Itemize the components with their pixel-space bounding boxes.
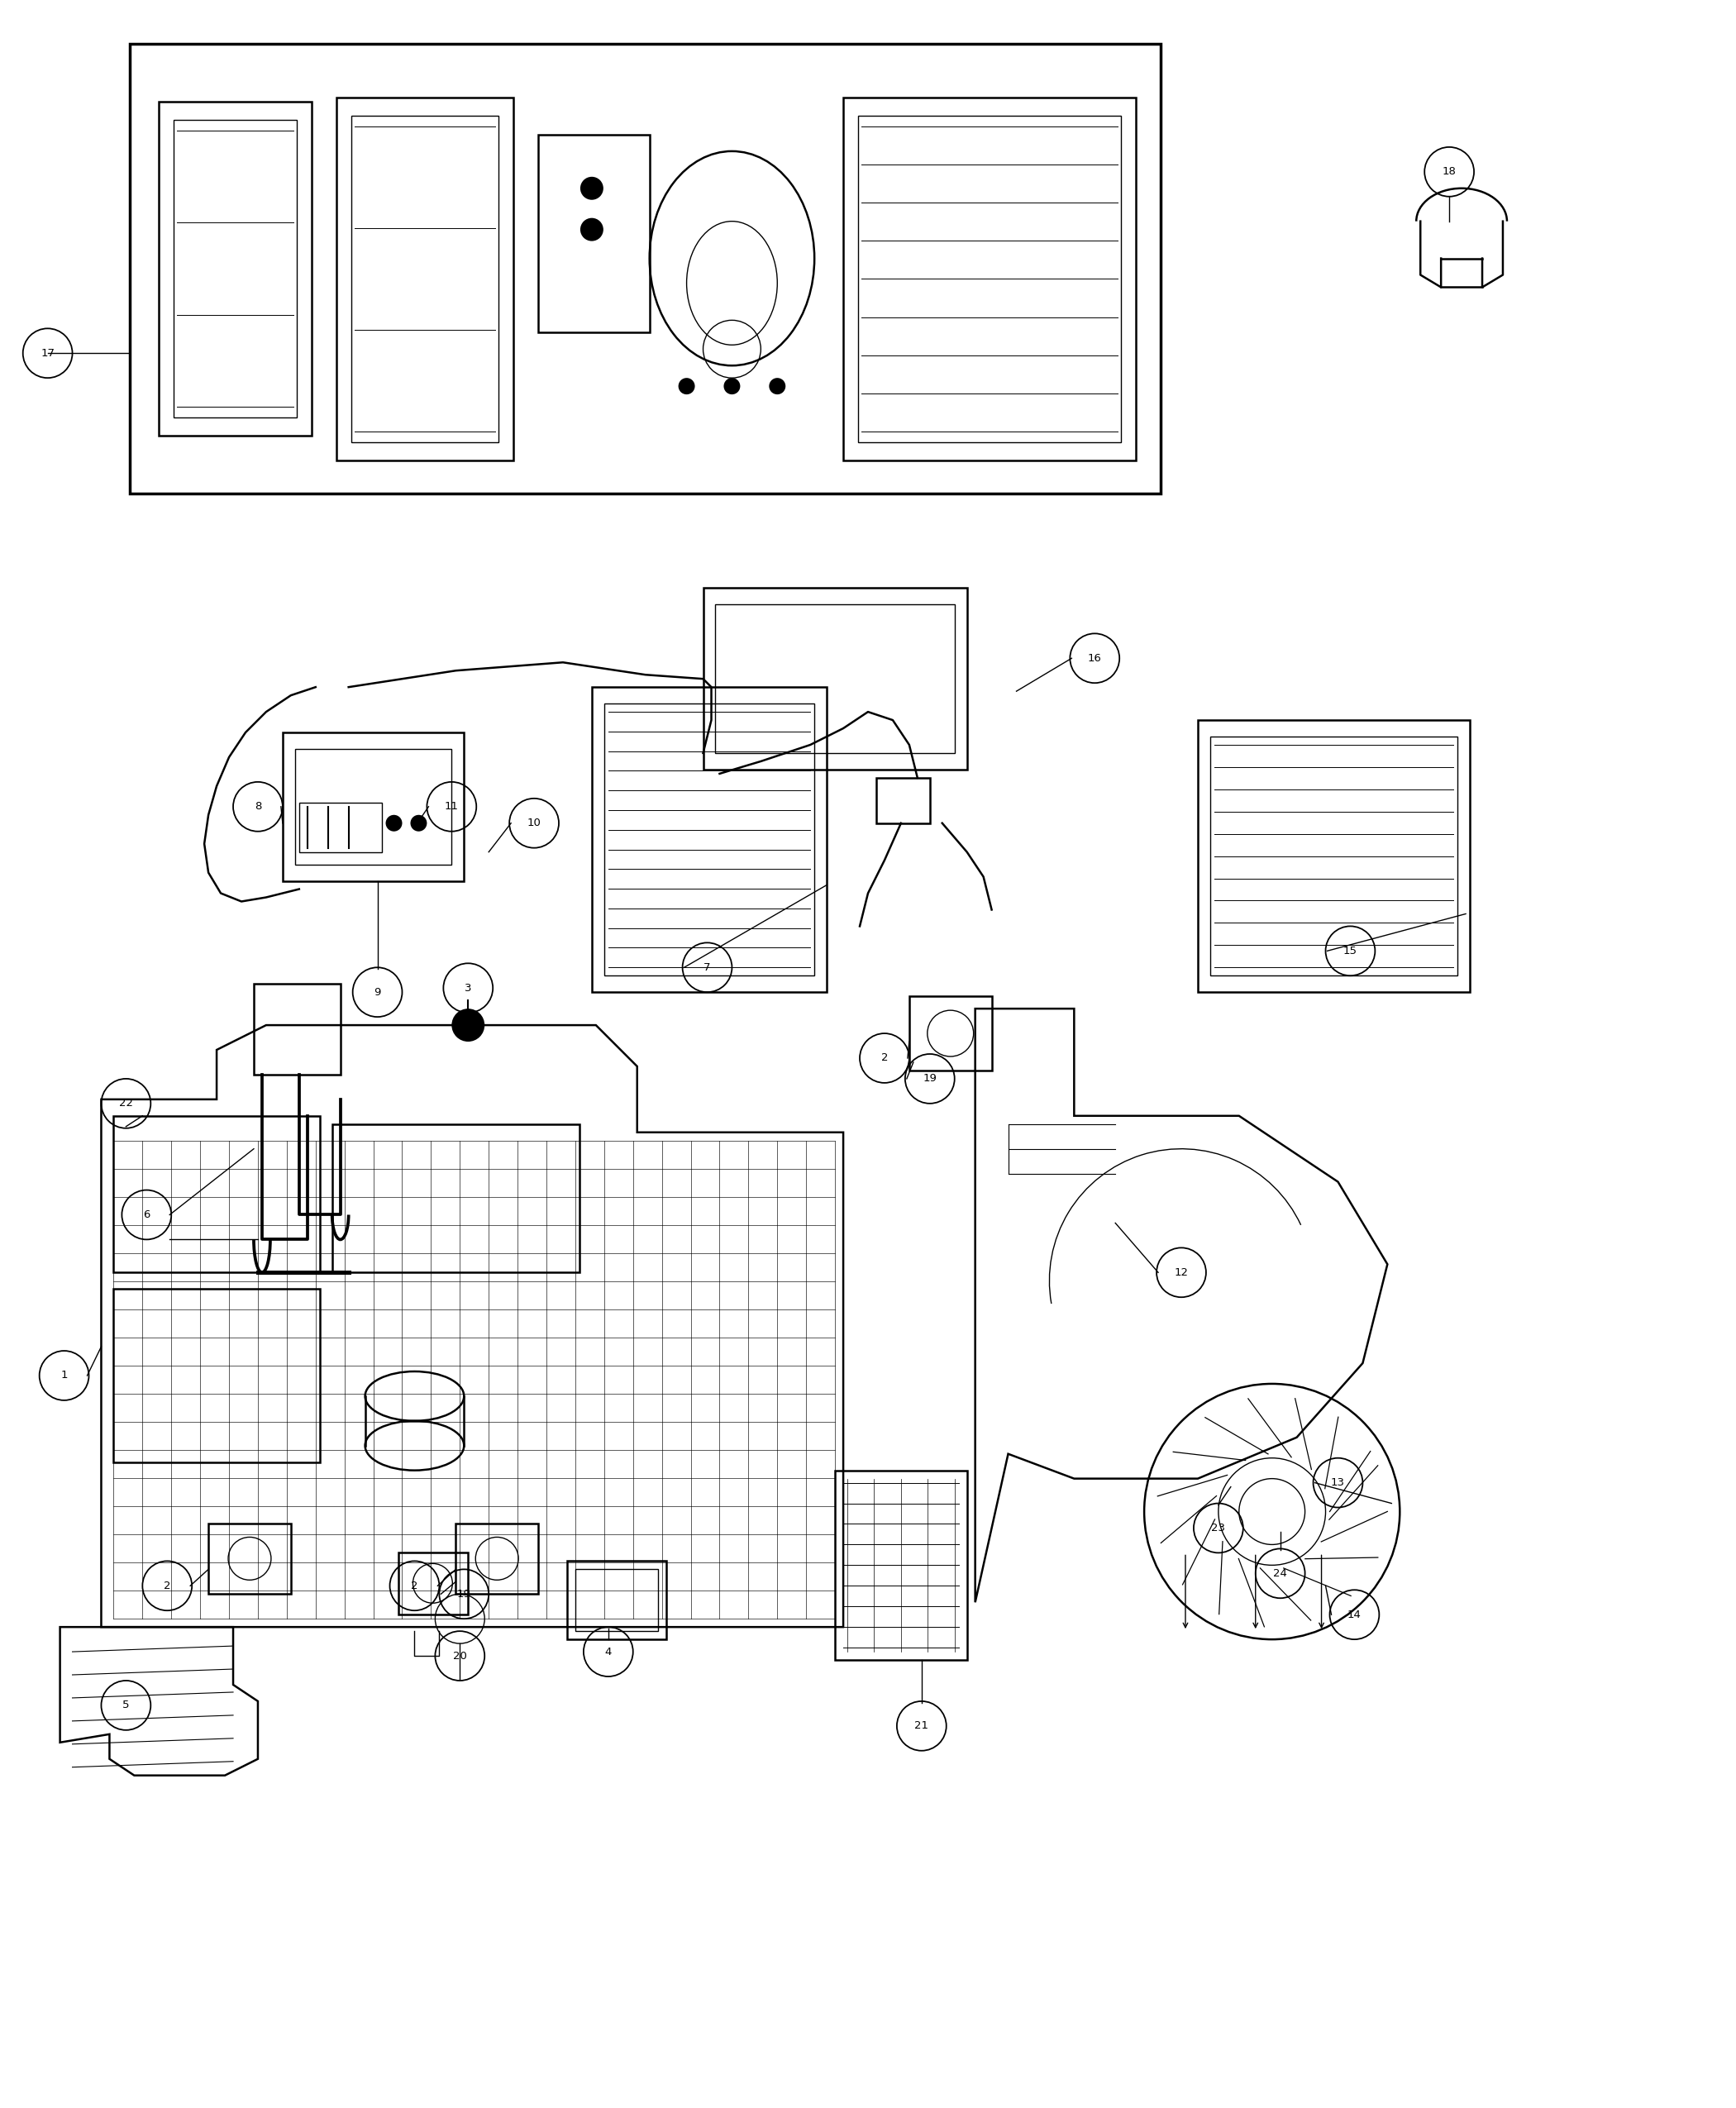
Circle shape — [580, 217, 604, 240]
Text: 10: 10 — [528, 818, 542, 828]
Text: 3: 3 — [465, 982, 472, 993]
Text: 19: 19 — [924, 1073, 937, 1084]
Bar — [174, 120, 297, 417]
Bar — [130, 44, 1161, 493]
Circle shape — [580, 177, 604, 200]
Bar — [160, 101, 311, 436]
Bar — [538, 135, 649, 333]
Circle shape — [385, 816, 403, 831]
Circle shape — [1240, 1478, 1305, 1545]
Bar — [877, 778, 930, 822]
Bar — [604, 704, 814, 976]
Bar — [295, 748, 451, 864]
Text: 12: 12 — [1174, 1267, 1189, 1277]
Text: 2: 2 — [880, 1052, 889, 1065]
Text: 9: 9 — [373, 987, 380, 997]
Bar — [351, 116, 498, 443]
Text: 20: 20 — [453, 1651, 467, 1661]
Text: 19: 19 — [457, 1589, 470, 1600]
Bar — [1198, 721, 1470, 993]
Text: 17: 17 — [40, 348, 54, 358]
Text: 2: 2 — [411, 1581, 418, 1592]
Text: 15: 15 — [1344, 946, 1358, 957]
Text: 22: 22 — [120, 1098, 134, 1109]
Circle shape — [769, 377, 786, 394]
Text: 8: 8 — [255, 801, 262, 812]
Text: 16: 16 — [1088, 653, 1102, 664]
Text: 2: 2 — [163, 1581, 170, 1592]
Bar — [337, 97, 514, 460]
Bar — [283, 731, 464, 881]
Text: 11: 11 — [444, 801, 458, 812]
Bar — [568, 1562, 667, 1640]
Text: 4: 4 — [604, 1646, 611, 1657]
Bar — [858, 116, 1121, 443]
Bar — [398, 1554, 469, 1615]
Bar — [575, 1568, 658, 1632]
Bar — [208, 1524, 292, 1594]
Text: 5: 5 — [123, 1699, 130, 1712]
Text: 6: 6 — [142, 1210, 149, 1221]
Bar — [457, 1524, 538, 1594]
Text: 21: 21 — [915, 1720, 929, 1731]
Text: 14: 14 — [1347, 1608, 1361, 1621]
Circle shape — [410, 816, 427, 831]
Bar — [113, 1115, 319, 1273]
Bar — [910, 997, 991, 1071]
Circle shape — [724, 377, 740, 394]
Bar — [703, 588, 967, 769]
Bar — [592, 687, 826, 993]
Bar — [835, 1471, 967, 1659]
Bar — [844, 97, 1135, 460]
Bar — [715, 605, 955, 753]
Text: 18: 18 — [1443, 167, 1457, 177]
Circle shape — [451, 1008, 484, 1041]
Text: 24: 24 — [1272, 1568, 1286, 1579]
Bar — [1210, 736, 1458, 976]
Text: 13: 13 — [1332, 1478, 1345, 1488]
Bar — [299, 803, 382, 852]
Bar — [332, 1124, 580, 1273]
Bar — [113, 1288, 319, 1463]
Text: 23: 23 — [1212, 1522, 1226, 1533]
Text: 7: 7 — [703, 961, 710, 972]
Bar — [253, 984, 340, 1075]
Text: 1: 1 — [61, 1370, 68, 1381]
Circle shape — [679, 377, 694, 394]
